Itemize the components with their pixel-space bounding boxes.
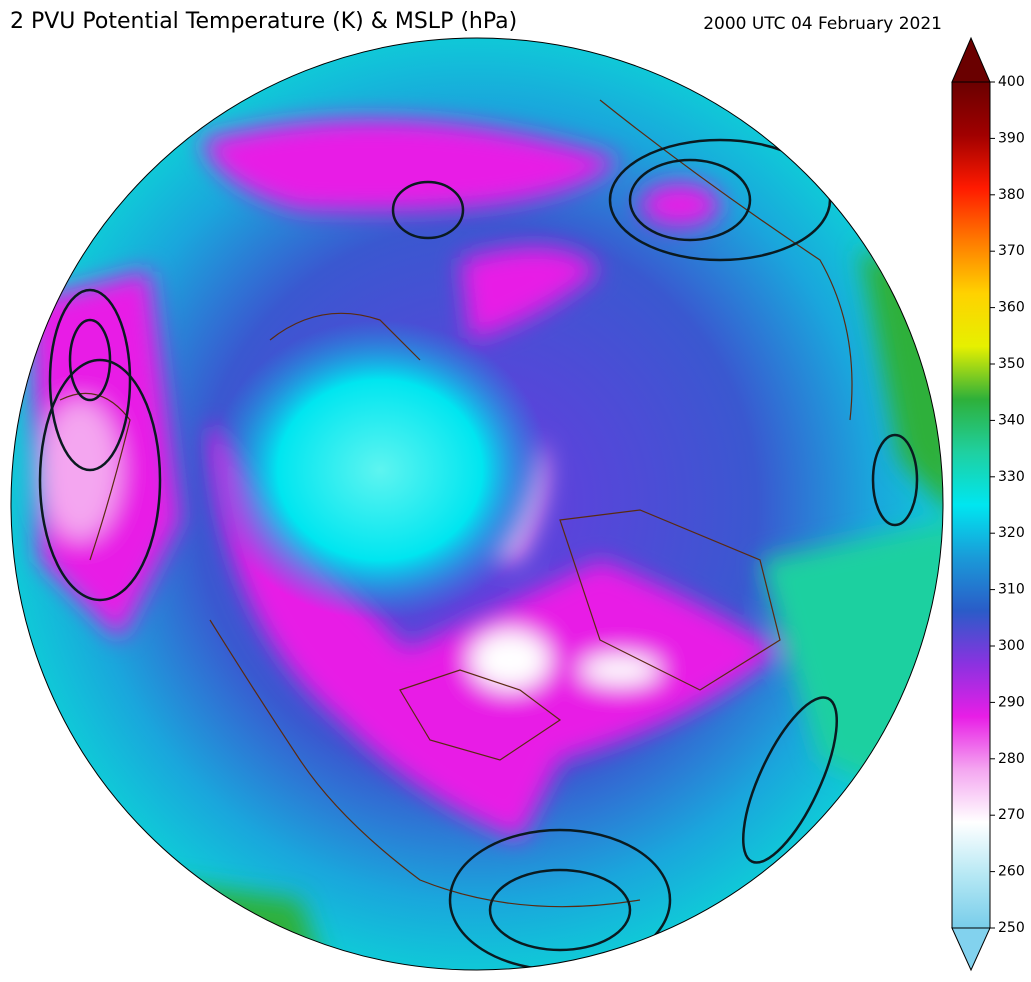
colorbar-tick-label: 360 [998,300,1025,316]
colorbar-tick-label: 280 [998,751,1025,767]
colorbar-over [951,36,991,83]
colorbar-tick-label: 380 [998,187,1025,203]
colorbar-tick-label: 340 [998,412,1025,428]
colorbar: 250 260 270 280 290 300 310 320 330 340 350 360 370 3… [951,36,1025,972]
globe-outline [10,37,944,971]
map-field [11,38,943,970]
colorbar-tick-label: 400 [998,74,1025,90]
colorbar-tick-label: 390 [998,130,1025,146]
colorbar-tick-label: 330 [998,469,1025,485]
colorbar-tick-label: 320 [998,525,1025,541]
colorbar-frame [951,81,991,929]
colorbar-tick-label: 270 [998,807,1025,823]
colorbar-gradient [952,82,990,928]
colorbar-tick-label: 310 [998,582,1025,598]
colorbar-under [951,927,991,972]
colorbar-tick-label: 350 [998,356,1025,372]
colorbar-tick-label: 370 [998,243,1025,259]
colorbar-tick-label: 290 [998,694,1025,710]
colorbar-tick-label: 300 [998,638,1025,654]
map-title: 2 PVU Potential Temperature (K) & MSLP (… [10,9,517,34]
colorbar-tick-label: 260 [998,864,1025,880]
timestamp: 2000 UTC 04 February 2021 [703,14,942,34]
colorbar-tick-label: 250 [998,920,1025,936]
